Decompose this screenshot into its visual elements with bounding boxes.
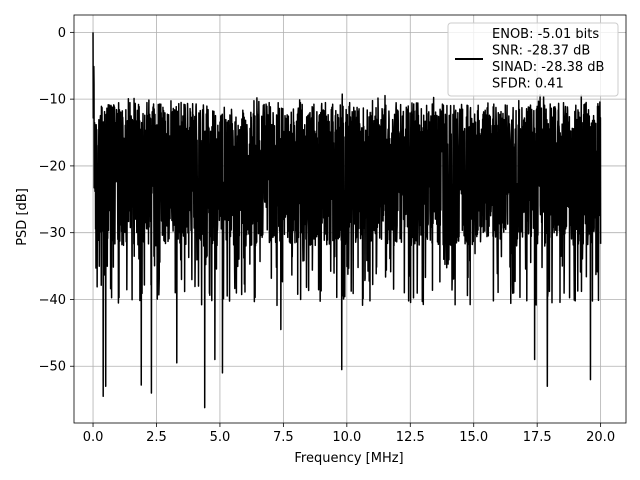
ticks: 0.0 2.5 5.0 7.5 10.0 12.5 15.0 17.5 20.0 0 −10 −20 −… [39,26,616,445]
x-tick-label: 15.0 [459,430,488,445]
legend-label: SFDR: 0.41 [492,77,564,92]
y-tick-label: −40 [39,293,66,308]
legend-label: SINAD: -28.38 dB [492,60,604,75]
x-tick-label: 17.5 [523,430,552,445]
plot-area [92,32,602,409]
x-tick-label: 10.0 [332,430,361,445]
x-axis-title: Frequency [MHz] [294,451,403,466]
legend-label: SNR: -28.37 dB [492,44,590,59]
y-axis-title: PSD [dB] [15,188,30,246]
y-tick-label: −20 [39,159,66,174]
y-tick-label: 0 [58,26,66,41]
legend-label: ENOB: -5.01 bits [492,27,599,42]
x-tick-label: 2.5 [146,430,167,445]
y-tick-label: −10 [39,93,66,108]
x-tick-label: 20.0 [586,430,615,445]
x-tick-label: 5.0 [210,430,231,445]
axes [73,14,627,424]
legend-box [447,22,619,97]
x-tick-label: 7.5 [273,430,294,445]
x-tick-label: 12.5 [396,430,425,445]
axes-frame [73,14,627,424]
y-tick-label: −30 [39,226,66,241]
x-tick-label: 0.0 [83,430,104,445]
psd-series-line [92,32,602,409]
y-tick-label: −50 [39,360,66,375]
